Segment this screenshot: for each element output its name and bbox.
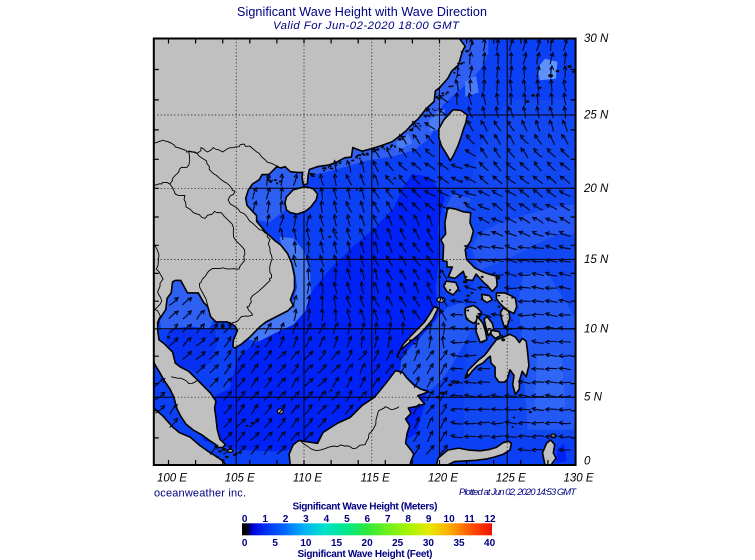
svg-text:100 E: 100 E bbox=[157, 473, 187, 485]
svg-text:1: 1 bbox=[262, 514, 268, 525]
svg-text:25 N: 25 N bbox=[583, 110, 609, 122]
svg-text:35: 35 bbox=[453, 538, 465, 549]
svg-text:5: 5 bbox=[272, 538, 278, 549]
svg-text:10 N: 10 N bbox=[584, 323, 609, 335]
svg-text:40: 40 bbox=[484, 538, 496, 549]
svg-text:5 N: 5 N bbox=[584, 392, 603, 404]
svg-text:110 E: 110 E bbox=[293, 473, 323, 485]
svg-text:0: 0 bbox=[242, 514, 248, 525]
svg-text:130 E: 130 E bbox=[563, 473, 593, 485]
svg-text:12: 12 bbox=[484, 514, 496, 525]
svg-text:15 N: 15 N bbox=[584, 254, 609, 266]
svg-text:7: 7 bbox=[385, 514, 391, 525]
svg-text:30: 30 bbox=[423, 538, 435, 549]
svg-text:20: 20 bbox=[362, 538, 374, 549]
svg-text:115 E: 115 E bbox=[361, 473, 391, 485]
svg-text:120 E: 120 E bbox=[428, 473, 458, 485]
svg-text:11: 11 bbox=[464, 514, 475, 525]
svg-text:0: 0 bbox=[584, 456, 591, 468]
svg-text:3: 3 bbox=[303, 514, 309, 525]
svg-text:15: 15 bbox=[331, 538, 343, 549]
svg-text:Significant Wave Height (Feet): Significant Wave Height (Feet) bbox=[298, 549, 433, 560]
svg-text:125 E: 125 E bbox=[496, 473, 526, 485]
svg-text:Valid For Jun-02-2020 18:00 GM: Valid For Jun-02-2020 18:00 GMT bbox=[273, 20, 460, 32]
svg-text:Significant Wave Height with W: Significant Wave Height with Wave Direct… bbox=[237, 5, 487, 19]
svg-text:6: 6 bbox=[365, 514, 371, 525]
svg-text:30 N: 30 N bbox=[584, 33, 609, 45]
svg-text:8: 8 bbox=[405, 514, 411, 525]
svg-text:4: 4 bbox=[324, 514, 330, 525]
svg-text:oceanweather inc.: oceanweather inc. bbox=[154, 488, 246, 500]
svg-text:Plotted at Jun 02, 2020 14:53: Plotted at Jun 02, 2020 14:53 GMT bbox=[459, 487, 577, 498]
svg-text:Significant Wave Height (Meter: Significant Wave Height (Meters) bbox=[293, 502, 438, 513]
svg-text:9: 9 bbox=[426, 514, 432, 525]
svg-text:5: 5 bbox=[344, 514, 350, 525]
svg-text:105 E: 105 E bbox=[225, 473, 255, 485]
svg-text:10: 10 bbox=[300, 538, 312, 549]
svg-text:10: 10 bbox=[444, 514, 456, 525]
svg-text:20 N: 20 N bbox=[583, 183, 609, 195]
svg-text:25: 25 bbox=[392, 538, 404, 549]
svg-text:2: 2 bbox=[283, 514, 289, 525]
svg-text:0: 0 bbox=[242, 538, 248, 549]
